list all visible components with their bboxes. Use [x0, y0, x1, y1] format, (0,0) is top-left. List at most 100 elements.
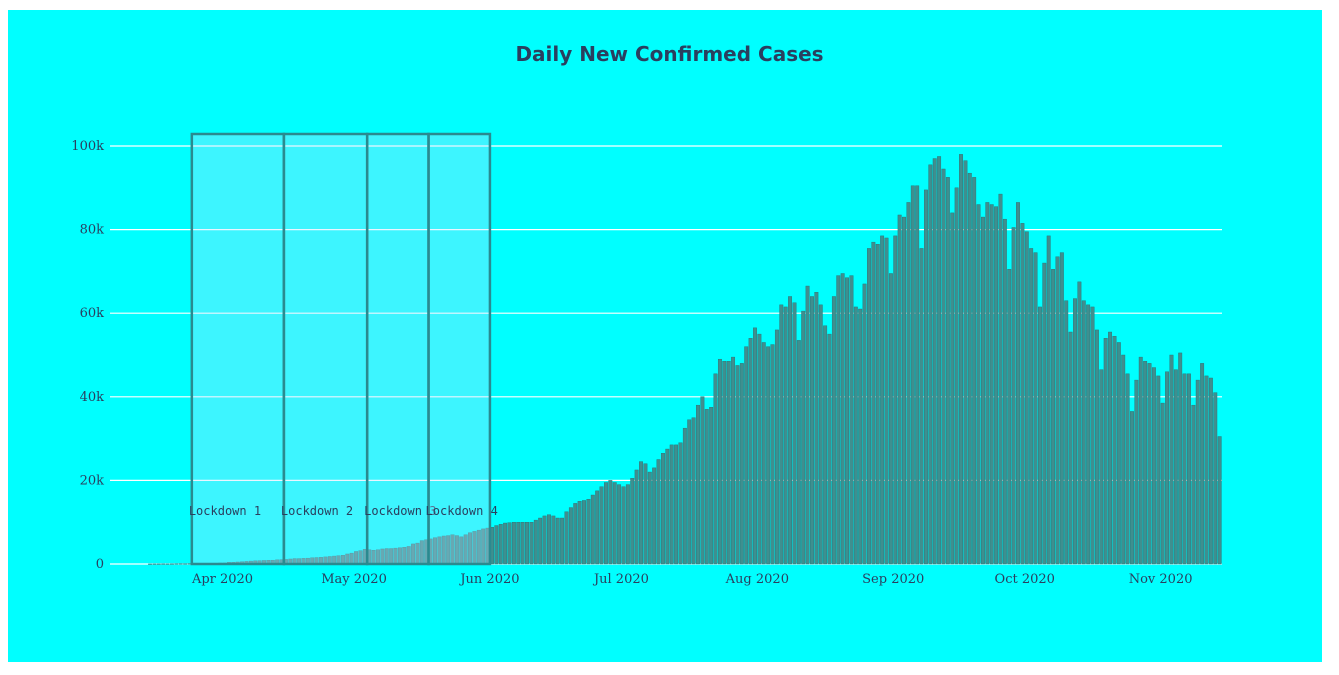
- bar: [1130, 411, 1134, 565]
- bar: [910, 185, 915, 565]
- bar: [1002, 218, 1007, 565]
- bar: [520, 522, 525, 565]
- bar: [1173, 369, 1178, 565]
- bar: [573, 503, 578, 565]
- bar: [963, 160, 968, 565]
- bar: [678, 442, 683, 565]
- bar: [1213, 392, 1218, 565]
- lockdown-label: Lockdown 3: [364, 504, 436, 518]
- bar: [753, 327, 757, 565]
- bar: [1081, 300, 1086, 565]
- bar: [586, 499, 591, 565]
- bar: [178, 563, 183, 565]
- bar: [967, 172, 972, 565]
- bar: [761, 342, 766, 565]
- bar: [1178, 352, 1183, 565]
- bar: [1108, 331, 1113, 565]
- bar: [156, 563, 161, 565]
- bar: [1103, 338, 1108, 565]
- bar: [823, 325, 828, 565]
- x-tick-label: Nov 2020: [1129, 572, 1193, 587]
- bar: [818, 304, 823, 565]
- bar: [1208, 377, 1213, 565]
- bar: [617, 484, 622, 565]
- bar: [867, 248, 871, 565]
- bar: [529, 522, 534, 565]
- bar: [498, 524, 503, 565]
- bar: [888, 273, 893, 565]
- bar: [1151, 367, 1156, 565]
- bar: [1077, 281, 1082, 565]
- bar: [792, 302, 797, 565]
- bar: [647, 471, 652, 565]
- bar: [980, 216, 985, 565]
- bar: [796, 340, 801, 565]
- bar: [774, 329, 779, 565]
- bar: [1143, 361, 1148, 565]
- bar: [551, 515, 556, 565]
- bar: [612, 482, 617, 565]
- bar: [700, 396, 705, 565]
- bar: [1160, 402, 1165, 565]
- bar: [1059, 252, 1064, 565]
- bar: [1138, 356, 1143, 565]
- bar: [766, 346, 771, 565]
- bar: [985, 202, 990, 565]
- bar: [875, 244, 880, 565]
- bar: [831, 296, 836, 565]
- bar: [814, 292, 819, 565]
- bar: [1169, 354, 1174, 565]
- bar: [893, 235, 898, 565]
- bar: [906, 202, 911, 565]
- y-tick-label: 0: [96, 557, 104, 572]
- lockdown-label: Lockdown 2: [281, 504, 353, 518]
- bar: [1217, 436, 1222, 565]
- bar: [937, 156, 942, 565]
- bar: [691, 417, 696, 565]
- bar: [1112, 335, 1117, 565]
- bar: [674, 444, 679, 565]
- bar: [516, 522, 521, 565]
- bar: [1099, 369, 1104, 565]
- bar: [928, 164, 933, 565]
- bar: [779, 304, 784, 565]
- bar-series: [148, 154, 1222, 565]
- bar: [660, 453, 665, 565]
- bar: [770, 344, 775, 565]
- bar: [994, 206, 999, 565]
- bar: [148, 563, 152, 565]
- x-tick-label: May 2020: [321, 572, 387, 587]
- x-tick-label: Oct 2020: [995, 572, 1055, 587]
- bar: [845, 277, 849, 565]
- bar: [880, 235, 885, 565]
- bar: [805, 285, 810, 565]
- bar: [989, 204, 994, 565]
- bar: [941, 168, 946, 565]
- x-tick-label: Jun 2020: [458, 572, 519, 587]
- bar: [599, 486, 604, 565]
- bar: [608, 480, 613, 565]
- bar: [604, 482, 608, 565]
- bar: [731, 356, 736, 565]
- bar: [1204, 375, 1209, 565]
- x-tick-label: Jul 2020: [592, 572, 649, 587]
- bar: [494, 525, 499, 565]
- y-tick-label: 100k: [71, 139, 104, 154]
- bar: [1090, 306, 1095, 565]
- bar: [1121, 354, 1126, 565]
- lockdown-label: Lockdown 4: [426, 504, 498, 518]
- bar: [853, 306, 858, 565]
- bar: [1125, 373, 1130, 565]
- bar: [538, 517, 543, 565]
- bar: [976, 204, 981, 565]
- bar: [1064, 300, 1069, 565]
- bar: [924, 189, 928, 565]
- bar: [1134, 379, 1139, 565]
- x-axis: Apr 2020 May 2020 Jun 2020 Jul 2020 Aug 2020…: [191, 572, 1193, 587]
- bar: [1033, 252, 1038, 565]
- bar: [972, 177, 977, 565]
- bar: [713, 373, 718, 565]
- bar: [954, 187, 959, 565]
- bar: [884, 237, 889, 565]
